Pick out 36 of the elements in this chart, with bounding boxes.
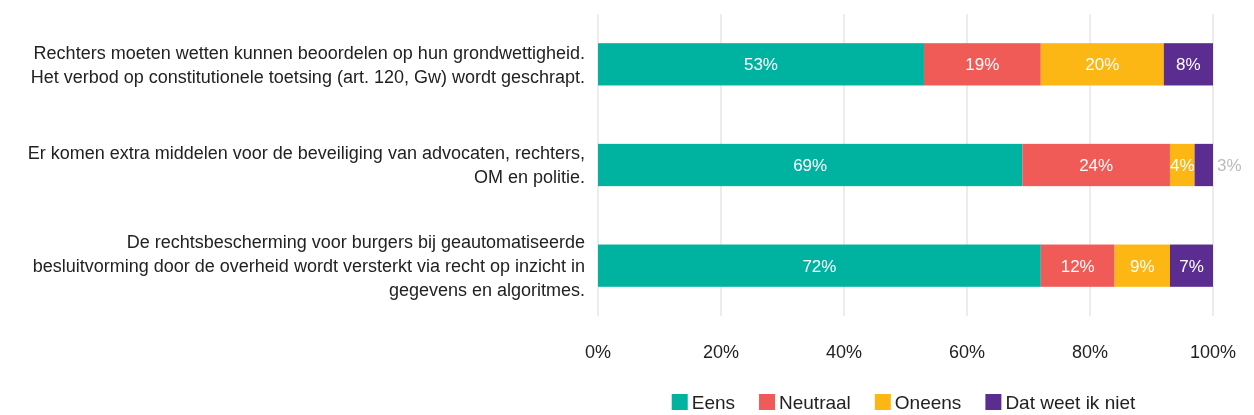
bar — [1040, 244, 1115, 287]
data-label: 12% — [1060, 256, 1095, 276]
legend-label: Neutraal — [779, 391, 851, 413]
data-label: 72% — [802, 256, 837, 276]
data-label: 7% — [1179, 256, 1204, 276]
data-label: 69% — [793, 155, 828, 175]
x-tick-label: 80% — [1071, 342, 1109, 363]
bar — [598, 43, 924, 86]
data-label: 9% — [1129, 256, 1155, 276]
bar — [598, 244, 1041, 287]
x-tick-label: 60% — [948, 342, 986, 363]
data-label: 8% — [1176, 55, 1201, 75]
y-tick-label: Er komen extra middelen voor de beveiliging van advocaten, rechters, OM en politie. — [27, 143, 585, 188]
data-label: 3% — [1217, 155, 1242, 175]
data-label: 20% — [1085, 55, 1120, 75]
y-tick-label: De rechtsbescherming voor burgers bij geautomatiseerde besluitvorming door de overheid wordt versterkt via recht op inzicht in gegevens en algoritmes. — [32, 231, 585, 300]
bar — [1022, 143, 1170, 187]
bar — [1169, 244, 1213, 287]
bar — [1114, 244, 1170, 287]
legend-label: Eens — [691, 391, 736, 413]
y-tick-label: Rechters moeten wetten kunnen beoordelen op hun grondwettigheid. Het verbod op constitutionele toetsing (art. 120, Gw) wordt geschrapt. — [30, 42, 585, 87]
data-label: 53% — [743, 55, 778, 75]
data-label: 24% — [1079, 155, 1114, 175]
legend-label: Dat weet ik niet — [1005, 391, 1136, 413]
bar — [1163, 43, 1213, 86]
bar — [1040, 43, 1164, 86]
x-tick-label: 0% — [584, 342, 612, 363]
bar — [598, 143, 1023, 187]
data-label: 4% — [1169, 155, 1195, 175]
legend-label: Oneens — [894, 391, 962, 413]
bar — [1194, 143, 1213, 187]
x-tick-label: 20% — [702, 342, 740, 363]
bar — [923, 43, 1041, 86]
x-tick-label: 40% — [825, 342, 863, 363]
data-label: 19% — [965, 55, 1000, 75]
x-tick-label: 100% — [1189, 342, 1237, 363]
